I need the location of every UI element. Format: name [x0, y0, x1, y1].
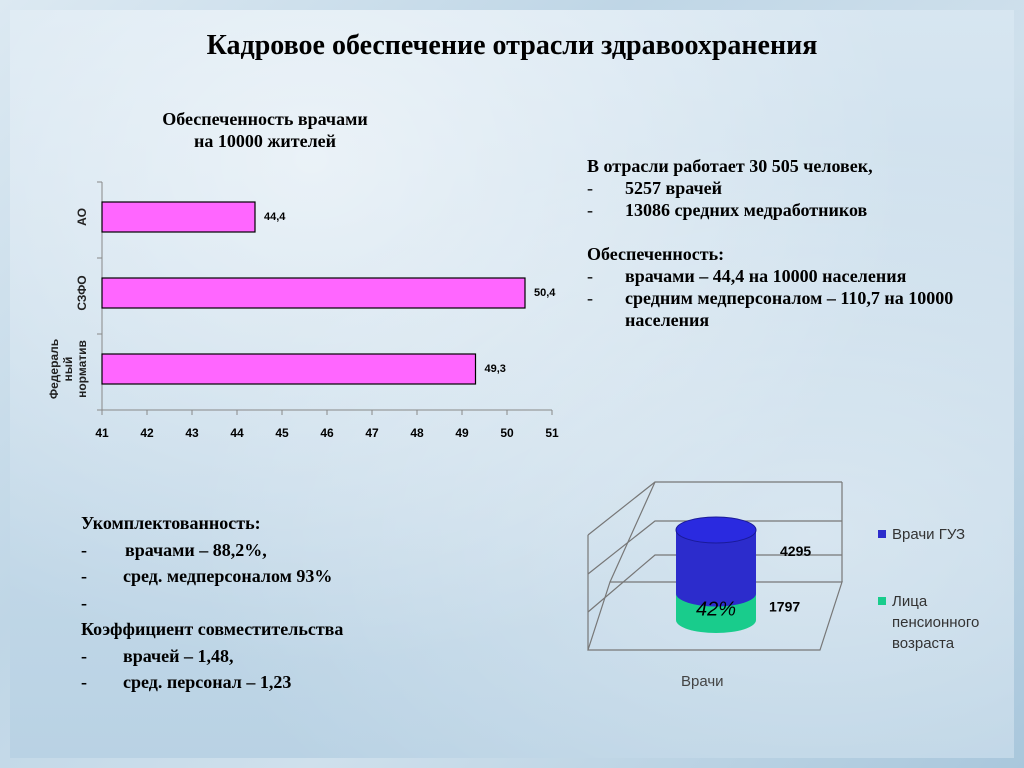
staffing-heading: Укомплектованность:	[81, 513, 261, 533]
bar-chart-title: Обеспеченность врачами на 10000 жителей	[120, 108, 410, 152]
bar-chart-title-line2: на 10000 жителей	[193, 131, 337, 151]
staffing-block: Укомплектованность: - врачами – 88,2%, -с…	[81, 510, 501, 696]
staffing-item: - врачами – 88,2%,	[81, 539, 267, 560]
coefficient-item: - сред. персонал – 1,23	[81, 672, 292, 692]
coefficient-item: - врачей – 1,48,	[81, 645, 234, 666]
slide-title: Кадровое обеспечение отрасли здравоохран…	[206, 30, 818, 61]
staffing-item: - сред. медперсоналом 93%	[81, 566, 333, 586]
info-list-item: -13086 средних медработников	[587, 200, 868, 220]
info-list-item: -5257 врачей	[587, 178, 723, 198]
info-list-item: - средним медперсоналом – 110,7 на 10000 …	[587, 288, 954, 330]
staffing-dash: -	[81, 592, 87, 613]
staff-info-block: В отрасли работает 30 505 человек, -5257…	[587, 155, 1007, 331]
info-line: В отрасли работает 30 505 человек,	[587, 156, 873, 176]
info-heading: Обеспеченность:	[587, 244, 725, 264]
info-list-item: - врачами – 44,4 на 10000 населения	[587, 266, 907, 286]
coefficient-heading: Коэффициент совместительства	[81, 619, 344, 639]
bar-chart-title-line1: Обеспеченность врачами	[162, 109, 368, 129]
